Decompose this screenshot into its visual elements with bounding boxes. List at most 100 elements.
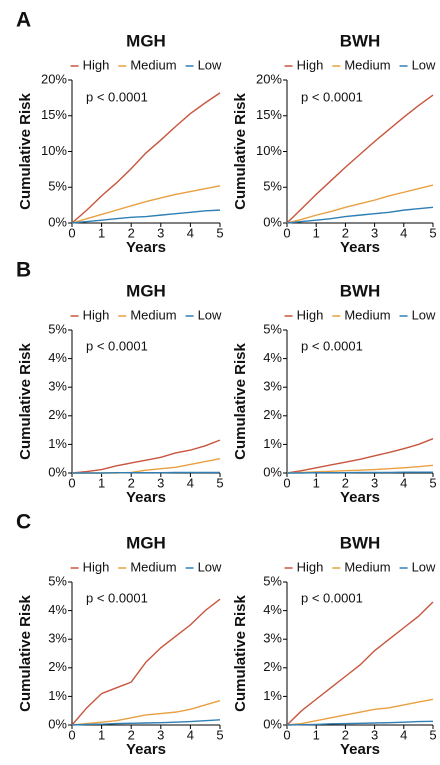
legend-label: Medium: [344, 559, 390, 574]
legend-label: Low: [412, 307, 436, 322]
x-tick-label: 1: [98, 727, 105, 742]
x-tick-label: 5: [429, 727, 436, 742]
chart-title: MGH: [126, 31, 166, 50]
x-tick-label: 1: [313, 225, 320, 240]
x-tick-label: 2: [128, 475, 135, 490]
legend-label: Medium: [344, 57, 390, 72]
annotation: p < 0.0001: [86, 590, 148, 605]
legend-label: Low: [412, 559, 436, 574]
y-axis-label: Cumulative Risk: [17, 594, 34, 711]
annotation: p < 0.0001: [301, 590, 363, 605]
y-tick-label: 0%: [263, 214, 282, 229]
legend: High Medium Low: [70, 57, 222, 72]
y-tick-label: 5%: [48, 573, 67, 588]
x-tick-label: 3: [157, 475, 164, 490]
legend-label: High: [83, 307, 110, 322]
y-axis-label: Cumulative Risk: [232, 594, 249, 711]
series-line: [71, 598, 221, 726]
panel-label: B: [16, 259, 31, 282]
x-tick-label: 1: [313, 727, 320, 742]
legend-label: Medium: [130, 559, 176, 574]
y-tick-label: 2%: [263, 659, 282, 674]
y-tick-label: 15%: [41, 107, 67, 122]
series-line: [286, 206, 434, 224]
x-tick-label: 0: [283, 225, 290, 240]
legend-label: Low: [198, 307, 222, 322]
x-tick-label: 0: [68, 475, 75, 490]
chart-title: BWH: [340, 281, 381, 300]
legend-label: High: [297, 57, 324, 72]
legend-label: Medium: [130, 57, 176, 72]
x-tick-label: 3: [371, 225, 378, 240]
y-axis-label: Cumulative Risk: [232, 342, 249, 459]
annotation: p < 0.0001: [86, 89, 148, 104]
series-line: [71, 719, 221, 726]
y-tick-label: 10%: [256, 143, 282, 158]
x-tick-label: 2: [342, 475, 349, 490]
x-axis-label: Years: [340, 489, 380, 506]
y-tick-label: 3%: [263, 631, 282, 646]
x-axis-label: Years: [340, 239, 380, 256]
x-tick-label: 0: [68, 727, 75, 742]
x-tick-label: 5: [216, 727, 223, 742]
y-axis-label: Cumulative Risk: [17, 92, 34, 209]
series-line: [286, 601, 434, 726]
legend-label: Low: [412, 57, 436, 72]
y-axis-label: Cumulative Risk: [17, 342, 34, 459]
y-tick-label: 15%: [256, 107, 282, 122]
x-axis-label: Years: [340, 741, 380, 758]
legend-label: Medium: [130, 307, 176, 322]
x-tick-label: 2: [342, 727, 349, 742]
series-line: [286, 464, 434, 474]
y-tick-label: 10%: [41, 143, 67, 158]
series-line: [71, 185, 221, 224]
y-tick-label: 2%: [48, 407, 67, 422]
chart-title: BWH: [340, 31, 381, 50]
legend: High Medium Low: [284, 57, 436, 72]
x-tick-label: 1: [313, 475, 320, 490]
series-line: [71, 700, 221, 726]
y-tick-label: 3%: [48, 379, 67, 394]
chart-title: MGH: [126, 281, 166, 300]
x-tick-label: 1: [98, 225, 105, 240]
legend-label: Low: [198, 559, 222, 574]
y-tick-label: 5%: [263, 321, 282, 336]
x-tick-label: 5: [429, 475, 436, 490]
series-line: [286, 184, 434, 224]
chart-title: BWH: [340, 533, 381, 552]
x-tick-label: 5: [429, 225, 436, 240]
annotation: p < 0.0001: [86, 338, 148, 353]
y-tick-label: 20%: [256, 71, 282, 86]
series-line: [72, 471, 220, 474]
legend: High Medium Low: [70, 559, 222, 574]
annotation: p < 0.0001: [301, 89, 363, 104]
x-axis-label: Years: [126, 489, 166, 506]
y-tick-label: 5%: [48, 321, 67, 336]
x-tick-label: 3: [157, 225, 164, 240]
x-tick-label: 3: [157, 727, 164, 742]
y-tick-label: 5%: [263, 573, 282, 588]
y-tick-label: 3%: [48, 631, 67, 646]
y-tick-label: 1%: [263, 688, 282, 703]
y-tick-label: 3%: [263, 379, 282, 394]
y-tick-label: 20%: [41, 71, 67, 86]
legend-label: High: [83, 57, 110, 72]
series-line: [286, 720, 434, 726]
y-tick-label: 2%: [48, 659, 67, 674]
x-tick-label: 5: [216, 475, 223, 490]
x-tick-label: 3: [371, 727, 378, 742]
y-tick-label: 1%: [263, 436, 282, 451]
x-tick-label: 0: [283, 727, 290, 742]
x-tick-label: 2: [128, 225, 135, 240]
y-tick-label: 4%: [263, 350, 282, 365]
legend-label: Medium: [344, 307, 390, 322]
y-tick-label: 0%: [263, 464, 282, 479]
y-tick-label: 4%: [48, 602, 67, 617]
legend: High Medium Low: [284, 307, 436, 322]
y-tick-label: 0%: [48, 464, 67, 479]
y-tick-label: 0%: [48, 716, 67, 731]
y-tick-label: 4%: [48, 350, 67, 365]
series-line: [71, 439, 221, 474]
x-tick-label: 0: [283, 475, 290, 490]
